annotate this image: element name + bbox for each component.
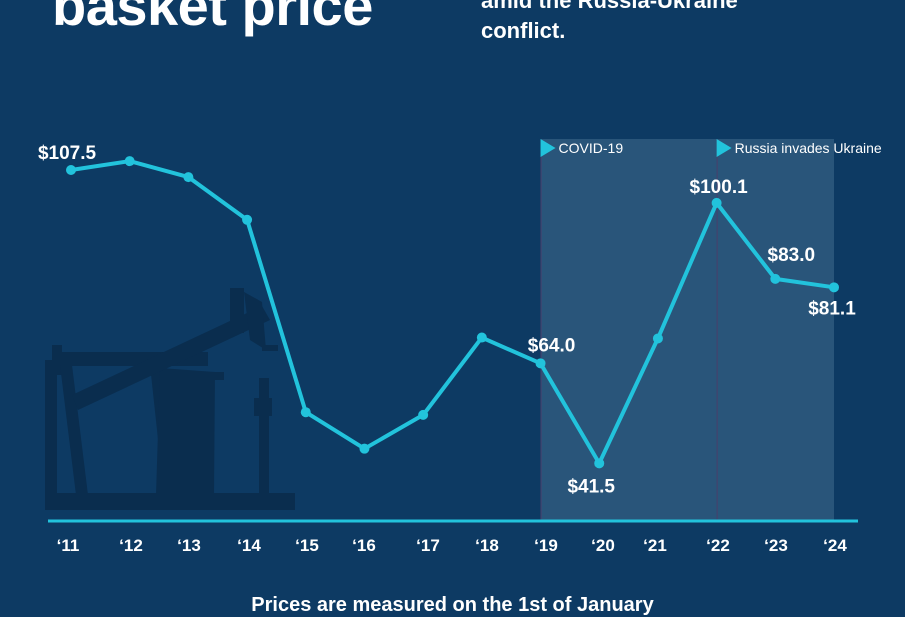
x-tick-label: ‘19 <box>534 536 558 555</box>
data-point <box>652 333 663 344</box>
data-point <box>535 358 546 369</box>
data-point <box>66 165 76 175</box>
data-label: $83.0 <box>768 245 816 266</box>
annotation-band-1 <box>540 139 717 521</box>
series-line <box>69 159 836 466</box>
oil-pump-silhouette <box>45 288 295 510</box>
data-point <box>594 458 605 469</box>
x-tick-label: ‘14 <box>237 536 261 555</box>
x-tick-label: ‘13 <box>177 536 201 555</box>
data-label: $81.1 <box>808 298 856 319</box>
data-point <box>242 214 253 225</box>
annotation-band-2 <box>716 139 834 521</box>
annotation-bands: COVID-19 Russia invades Ukraine <box>540 139 882 521</box>
annotation-label-2: Russia invades Ukraine <box>735 140 882 156</box>
x-tick-label: ‘16 <box>352 536 376 555</box>
data-label: $107.5 <box>38 143 97 164</box>
data-point <box>770 273 781 284</box>
x-tick-label: ‘18 <box>475 536 499 555</box>
data-point <box>359 443 370 454</box>
data-label: $41.5 <box>567 476 615 497</box>
data-labels: $107.5 $64.0 $41.5 $100.1 $83.0 $81.1 <box>38 143 856 497</box>
annotation-marker-icon-2 <box>716 139 732 157</box>
annotation-label-1: COVID-19 <box>559 140 624 156</box>
x-tick-label: ‘23 <box>764 536 788 555</box>
x-tick-label: ‘15 <box>295 536 319 555</box>
data-point <box>124 156 135 167</box>
annotation-marker-icon-1 <box>540 139 556 157</box>
data-label: $100.1 <box>690 177 749 198</box>
x-tick-label: ‘20 <box>591 536 615 555</box>
data-label: $64.0 <box>528 335 576 356</box>
chart-title: basket price <box>52 0 373 37</box>
data-points <box>66 156 839 469</box>
chart-subtitle: amid the Russia-Ukraine conflict. <box>481 0 881 46</box>
x-tick-label: ‘22 <box>706 536 730 555</box>
data-point <box>829 282 839 293</box>
x-tick-label: ‘12 <box>119 536 143 555</box>
data-point <box>476 332 487 343</box>
data-point <box>300 407 311 418</box>
subtitle-line-3: conflict. <box>481 18 566 43</box>
x-tick-label: ‘17 <box>416 536 440 555</box>
data-point <box>183 172 194 183</box>
x-tick-label: ‘21 <box>643 536 667 555</box>
x-tick-label: ‘24 <box>823 536 847 555</box>
subtitle-line-2: amid the Russia-Ukraine <box>481 0 738 13</box>
x-tick-labels: ‘11 ‘12 ‘13 ‘14 ‘15 ‘16 ‘17 ‘18 ‘19 ‘20 ‘21 ‘22 ‘23 ‘… <box>57 536 848 555</box>
x-tick-label: ‘11 <box>57 536 80 555</box>
footer-note: Prices are measured on the 1st of Januar… <box>251 594 654 616</box>
data-point <box>711 197 722 208</box>
data-point <box>418 409 429 420</box>
